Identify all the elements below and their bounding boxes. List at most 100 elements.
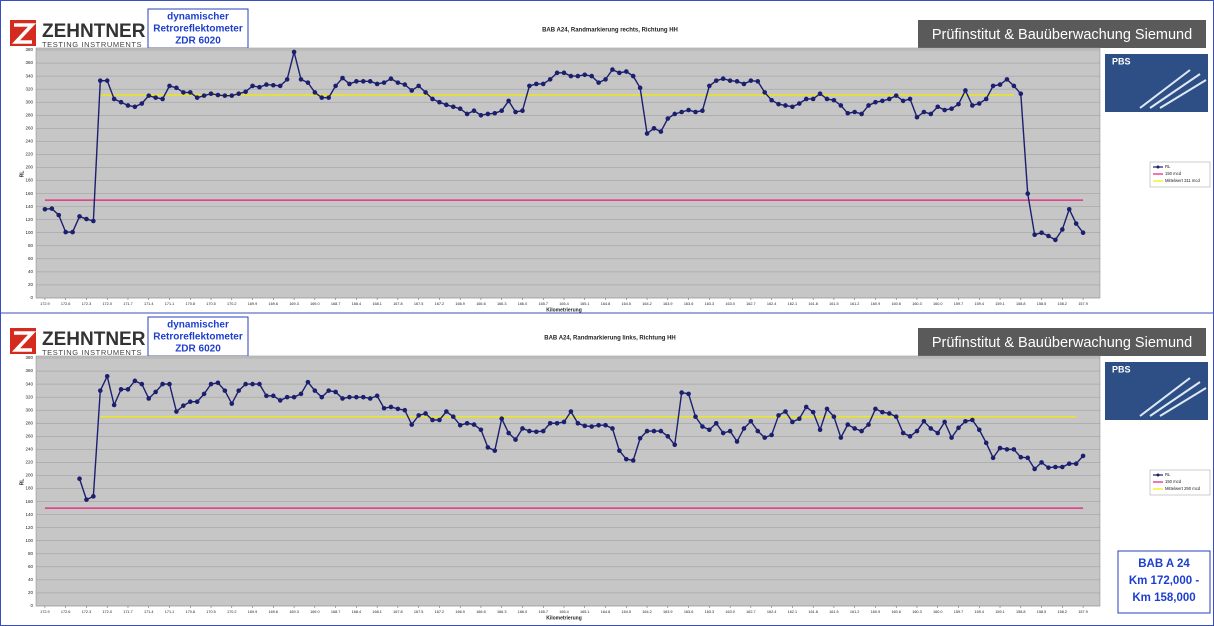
x-tick-label: 160.9: [871, 610, 881, 614]
chart-title: BAB A24, Randmarkierung links, Richtung …: [544, 336, 675, 342]
x-tick-label: 164.8: [601, 610, 611, 614]
data-point: [741, 81, 747, 87]
data-point: [831, 414, 837, 420]
data-point: [167, 381, 172, 387]
y-tick-label: 280: [25, 420, 33, 425]
data-point: [457, 422, 463, 428]
data-point: [492, 448, 498, 453]
data-point: [499, 108, 505, 113]
data-point: [651, 126, 657, 131]
data-point: [125, 387, 131, 392]
x-tick-label: 162.1: [788, 302, 798, 306]
x-tick-label: 169.3: [289, 610, 299, 614]
x-tick-label: 170.2: [227, 302, 237, 306]
data-point: [222, 93, 228, 98]
data-point: [506, 430, 511, 436]
data-point: [810, 409, 816, 415]
data-point: [139, 101, 145, 106]
data-point: [298, 77, 304, 82]
banner-text: Prüfinstitut & Bauüberwachung Siemund: [932, 27, 1192, 43]
x-tick-label: 171.4: [144, 302, 154, 306]
data-point: [589, 424, 594, 429]
x-tick-label: 159.7: [954, 302, 964, 306]
data-point: [250, 83, 255, 89]
y-tick-label: 120: [25, 217, 33, 222]
data-point: [1053, 237, 1058, 243]
data-point: [838, 103, 844, 108]
data-point: [970, 417, 975, 423]
data-point: [132, 104, 138, 110]
data-point: [423, 411, 428, 416]
data-point: [831, 97, 837, 103]
data-point: [471, 422, 477, 427]
x-tick-label: 160.3: [912, 302, 922, 306]
data-point: [914, 114, 920, 120]
data-point: [748, 419, 754, 424]
x-tick-label: 166.3: [497, 302, 507, 306]
data-point: [956, 425, 961, 431]
x-tick-label: 160.6: [891, 610, 901, 614]
x-tick-label: 167.5: [414, 302, 424, 306]
badge-stripes: [1139, 69, 1207, 109]
data-point: [596, 422, 601, 428]
x-axis-label: Kilometrierung: [546, 307, 582, 313]
data-point: [367, 396, 373, 401]
y-tick-label: 120: [25, 525, 33, 530]
x-tick-label: 163.9: [663, 302, 673, 306]
y-tick-label: 220: [25, 152, 33, 157]
data-point: [547, 420, 553, 426]
y-tick-label: 260: [25, 434, 33, 439]
data-point: [997, 445, 1003, 451]
data-point: [797, 416, 802, 421]
data-point: [921, 419, 927, 424]
x-tick-label: 165.7: [538, 302, 548, 306]
data-point: [686, 391, 691, 397]
data-point: [734, 79, 740, 84]
data-point: [402, 82, 408, 87]
data-point: [478, 112, 484, 118]
data-point: [554, 420, 560, 426]
x-tick-label: 164.5: [622, 610, 632, 614]
x-tick-label: 166.6: [476, 610, 486, 614]
x-tick-label: 171.4: [144, 610, 154, 614]
data-point: [527, 83, 532, 89]
data-point: [900, 430, 906, 436]
x-tick-label: 172.0: [102, 302, 112, 306]
data-point: [935, 430, 941, 436]
data-point: [713, 420, 719, 426]
logo-subtext: TESTING INSTRUMENTS: [42, 348, 142, 357]
data-point: [1011, 447, 1017, 452]
data-point: [734, 439, 740, 444]
data-point: [803, 96, 809, 102]
y-tick-label: 80: [28, 243, 34, 248]
data-point: [1080, 230, 1086, 236]
x-tick-label: 161.5: [829, 302, 839, 306]
data-point: [880, 98, 885, 104]
data-point: [160, 381, 165, 387]
data-point: [1053, 464, 1058, 470]
data-point: [1060, 227, 1065, 232]
data-point: [845, 422, 851, 427]
data-point: [665, 434, 671, 439]
data-point: [707, 83, 712, 89]
y-tick-label: 140: [25, 204, 33, 209]
x-tick-label: 169.0: [310, 610, 320, 614]
data-point: [540, 81, 546, 87]
data-point: [665, 116, 671, 121]
y-tick-label: 20: [28, 282, 34, 287]
data-point: [1039, 230, 1044, 236]
legend-label: Mittelwert 290 mcd: [1165, 486, 1201, 491]
x-tick-label: 159.4: [975, 302, 985, 306]
data-point: [229, 401, 235, 406]
data-point: [949, 435, 954, 440]
data-point: [450, 104, 456, 110]
data-point: [651, 428, 657, 434]
data-point: [381, 405, 387, 411]
data-point: [997, 82, 1003, 87]
data-point: [1018, 454, 1024, 460]
x-tick-label: 166.0: [518, 302, 528, 306]
data-point: [755, 428, 761, 434]
x-tick-label: 171.7: [123, 302, 133, 306]
y-tick-label: 200: [25, 473, 33, 478]
y-tick-label: 140: [25, 512, 33, 517]
